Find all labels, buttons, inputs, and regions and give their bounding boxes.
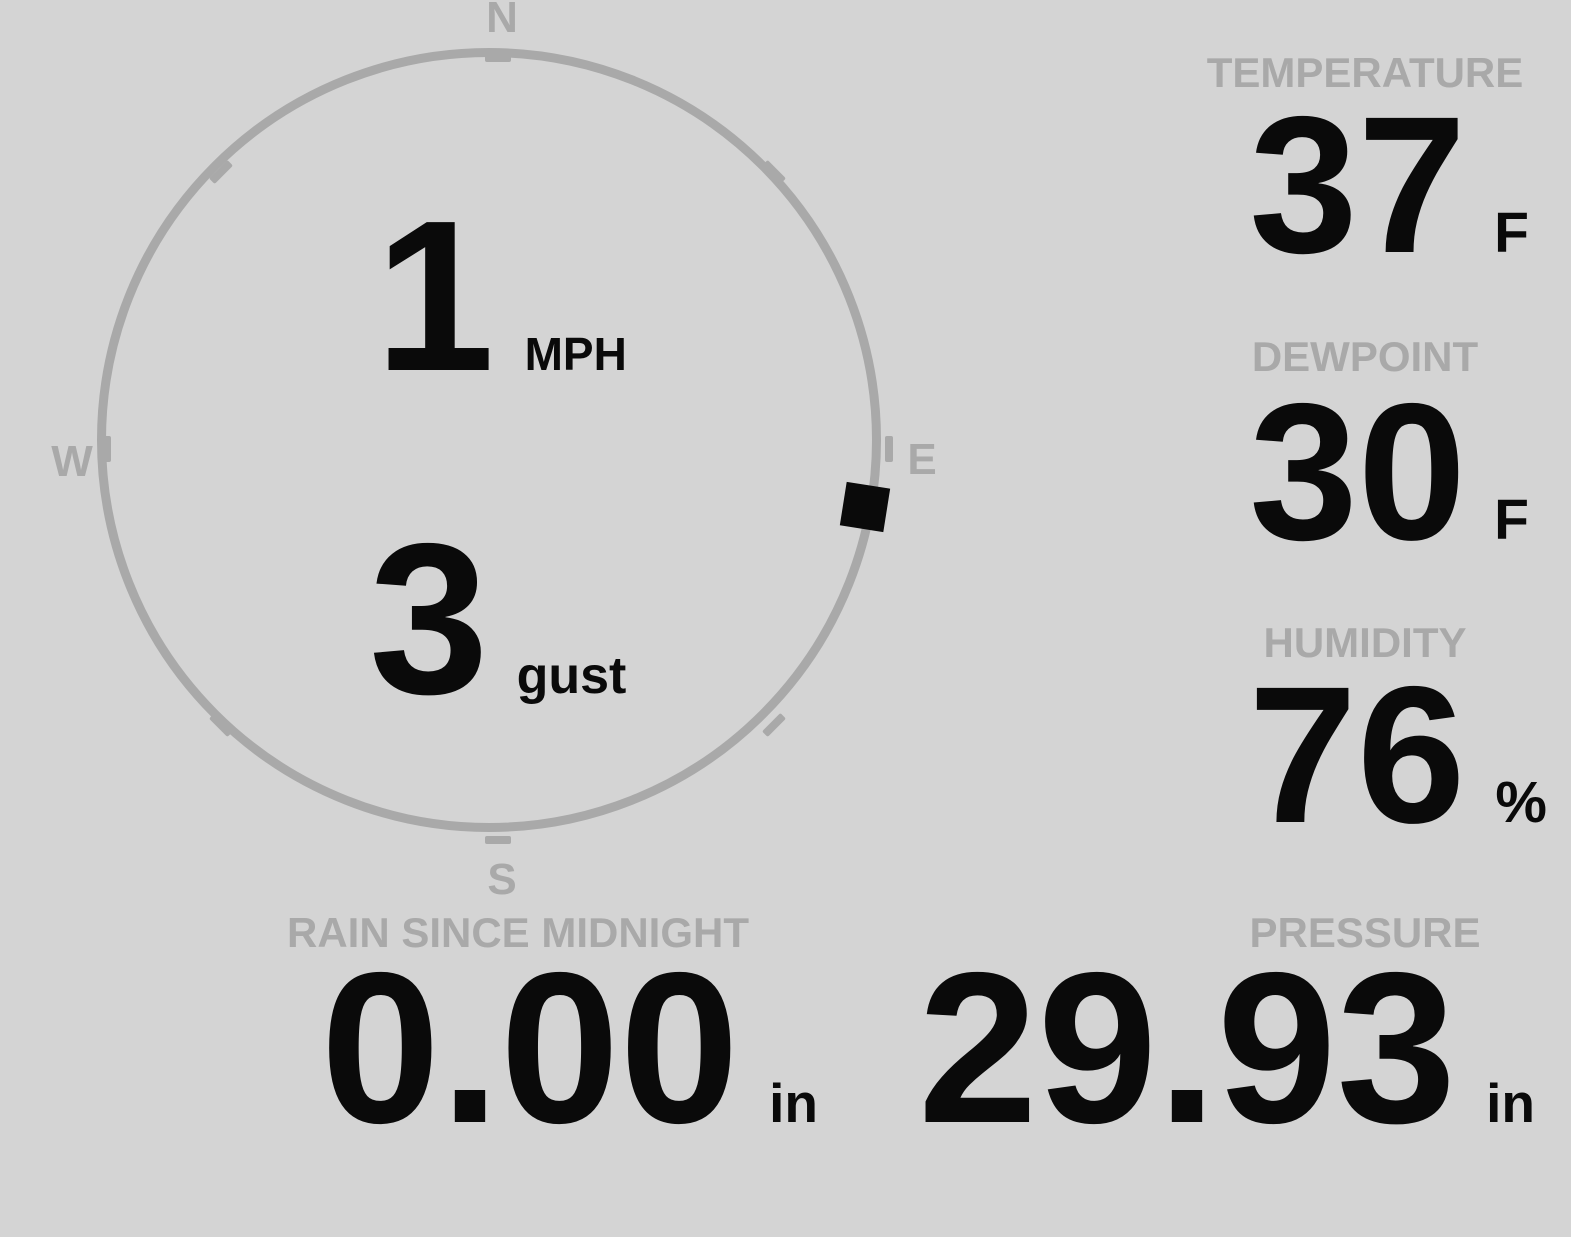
- wind-speed-unit: MPH: [524, 328, 627, 380]
- humidity-label: HUMIDITY: [1263, 619, 1467, 666]
- dewpoint-value-group: 30 F: [1249, 375, 1529, 570]
- dewpoint-value: 30: [1249, 363, 1467, 581]
- temperature-label: TEMPERATURE: [1206, 49, 1524, 96]
- compass-tick-s: [485, 836, 511, 844]
- pressure-value: 29.93: [918, 927, 1457, 1168]
- compass-label-north: N: [486, 0, 518, 42]
- temperature-unit: F: [1494, 201, 1529, 265]
- compass-tick-w: [103, 436, 111, 462]
- humidity-unit: %: [1495, 770, 1547, 835]
- humidity-value-group: 76 %: [1249, 658, 1547, 853]
- compass-tick-n: [485, 54, 511, 62]
- compass-label-south: S: [487, 855, 517, 904]
- compass-ring: [97, 48, 881, 832]
- rain-value: 0.00: [320, 927, 740, 1168]
- pressure-value-group: 29.93 in: [918, 940, 1535, 1155]
- dewpoint-label: DEWPOINT: [1251, 333, 1479, 380]
- wind-direction-marker: [840, 482, 891, 533]
- wind-speed-value: 1: [375, 175, 495, 416]
- wind-speed-group: 1 MPH: [375, 188, 627, 403]
- pressure-unit: in: [1486, 1072, 1535, 1134]
- compass-label-west: W: [51, 437, 93, 486]
- compass-label-east: E: [907, 435, 937, 484]
- pressure-label: PRESSURE: [1249, 909, 1481, 956]
- wind-gust-group: 3 gust: [369, 511, 626, 726]
- rain-label: RAIN SINCE MIDNIGHT: [287, 909, 749, 956]
- rain-value-group: 0.00 in: [321, 940, 818, 1155]
- temperature-value-group: 37 F: [1249, 88, 1529, 283]
- rain-unit: in: [769, 1072, 818, 1134]
- wind-gust-value: 3: [369, 498, 489, 739]
- temperature-value: 37: [1249, 76, 1467, 294]
- humidity-value: 76: [1248, 646, 1466, 864]
- wind-gust-unit: gust: [516, 647, 627, 705]
- dewpoint-unit: F: [1494, 488, 1529, 552]
